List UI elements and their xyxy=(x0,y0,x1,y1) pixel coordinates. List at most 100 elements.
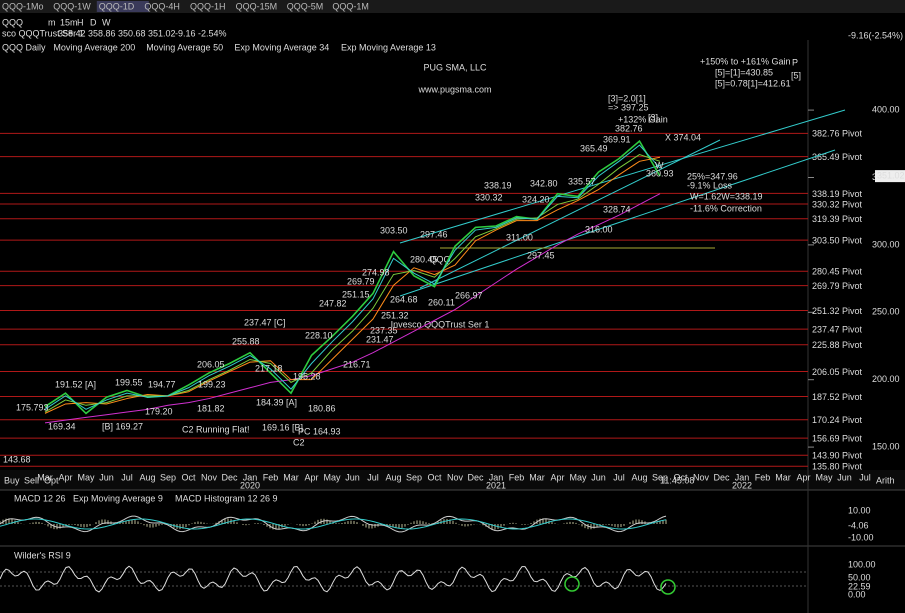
x-tick-label: May xyxy=(815,472,833,482)
annotation: 175.793 xyxy=(16,402,49,412)
annotation: 179.20 xyxy=(145,406,173,416)
x-tick-label: Sep xyxy=(406,472,422,482)
annotation: 311.00 xyxy=(506,232,533,242)
clock: 11:45:08 xyxy=(660,475,694,485)
indicator-axis: 100.00 xyxy=(848,559,876,569)
pivot-label: 237.47 Pivot xyxy=(812,325,863,335)
pivot-label: 303.50 Pivot xyxy=(812,236,863,246)
annotation: 199.55 xyxy=(115,377,143,387)
tab[interactable]: QQQ-1Mo xyxy=(2,1,44,11)
annotation: 335.57 xyxy=(568,176,596,186)
annotation: 143.68 xyxy=(3,454,31,464)
annotation: [5]=0.78[1]=412.61 xyxy=(715,78,791,88)
x-tick-label: Jul xyxy=(859,472,871,482)
annotation: [5] xyxy=(791,70,801,80)
quote-name: sco QQQTrust Ser 1 xyxy=(2,28,84,38)
pivot-label: 365.49 Pivot xyxy=(812,152,863,162)
annotation: 269.79 xyxy=(347,276,375,286)
tab-bg xyxy=(96,1,149,12)
x-tick-label: Jun xyxy=(345,472,360,482)
macd-signal xyxy=(0,518,667,530)
tab[interactable]: QQQ-4H xyxy=(144,1,180,11)
pivot-label: 280.45 Pivot xyxy=(812,267,863,277)
annotation: 338.19 xyxy=(484,180,512,190)
x-tick-label: Apr xyxy=(550,472,564,482)
pivot-label: 225.88 Pivot xyxy=(812,340,863,350)
toolbar-item[interactable]: D xyxy=(90,17,97,27)
series-line xyxy=(44,156,661,414)
price-tag-label: 351.02 xyxy=(877,170,905,180)
x-tick-label: Feb xyxy=(755,472,771,482)
annotation: P xyxy=(792,57,798,67)
annotation: +150% to +161% Gain xyxy=(700,56,791,66)
annotation: 303.50 xyxy=(380,225,408,235)
annotation: => 397.25 xyxy=(608,102,649,112)
x-tick-label: Jun xyxy=(99,472,114,482)
toolbar-item[interactable]: H xyxy=(77,17,84,27)
tab[interactable]: QQQ-1H xyxy=(190,1,226,11)
annotation: 342.80 xyxy=(530,178,558,188)
tab-bar xyxy=(0,0,905,13)
channel xyxy=(399,149,836,297)
toolbar-item[interactable]: 15m xyxy=(60,17,78,27)
annotation: 191.52 [A] xyxy=(55,379,96,389)
chart-title: PUG SMA, LLC xyxy=(423,62,487,72)
indicator-axis: 10.00 xyxy=(848,505,871,515)
annotation: 266.97 xyxy=(455,290,483,300)
x-tick-label: Jun xyxy=(591,472,606,482)
pivot-label: 319.39 Pivot xyxy=(812,214,863,224)
y-tick-label: 250.00 xyxy=(872,307,900,317)
quote-change: -9.16 xyxy=(175,28,196,38)
x-tick-label: Aug xyxy=(631,472,647,482)
chart-subtitle: www.pugsma.com xyxy=(417,84,491,94)
channel xyxy=(419,139,721,289)
toolbar-item[interactable]: W xyxy=(102,17,111,27)
legend-entry: QQQ Daily xyxy=(2,42,46,52)
order-button[interactable]: Buy xyxy=(4,475,20,485)
tab[interactable]: QQQ-15M xyxy=(236,1,278,11)
toolbar-item[interactable]: QQQ xyxy=(2,17,23,27)
toolbar-item[interactable]: m xyxy=(48,17,56,27)
y-tick-label: 400.00 xyxy=(872,104,900,114)
y-tick-label: 200.00 xyxy=(872,374,900,384)
tab[interactable]: QQQ-1M xyxy=(332,1,369,11)
tab[interactable]: QQQ-1D xyxy=(99,1,135,11)
pivot-label: 206.05 Pivot xyxy=(812,367,863,377)
macd-line xyxy=(0,515,667,533)
annotation: 184.39 [A] xyxy=(256,397,297,407)
x-tick-label: Dec xyxy=(467,472,484,482)
x-tick-label: May xyxy=(77,472,95,482)
x-tick-label: Nov xyxy=(693,472,710,482)
channel xyxy=(399,109,846,244)
x-tick-label: Jan xyxy=(489,472,504,482)
tab[interactable]: QQQ-1W xyxy=(53,1,91,11)
annotation: 231.47 xyxy=(366,334,394,344)
tab[interactable]: QQQ-5M xyxy=(287,1,324,11)
quote-low: 350.68 xyxy=(118,28,146,38)
annotation: 260.11 xyxy=(428,297,455,307)
x-tick-label: Apr xyxy=(304,472,318,482)
order-button[interactable]: Opt xyxy=(44,475,59,485)
annotation: 217.18 xyxy=(255,363,283,373)
annotation: 251.32 xyxy=(381,310,409,320)
annotation: W xyxy=(655,160,664,170)
scale-mode[interactable]: Arith xyxy=(876,475,895,485)
annotation: C2 xyxy=(293,437,305,447)
annotation: [B] 169.27 xyxy=(102,421,143,431)
indicator-label: Wilder's RSI 9 xyxy=(14,550,71,560)
year-label: 2021 xyxy=(486,480,506,490)
annotation: +132% Gain xyxy=(618,114,668,124)
annotation: [5]=[1]=430.85 xyxy=(715,67,773,77)
quote-high: 358.86 xyxy=(88,28,116,38)
annotation: 199.23 xyxy=(198,379,226,389)
annotation: 228.10 xyxy=(305,330,333,340)
header xyxy=(0,13,905,43)
y-tick-label: 300.00 xyxy=(872,239,900,249)
x-tick-label: Dec xyxy=(221,472,238,482)
rsi-line xyxy=(0,565,667,593)
annotation: 255.88 xyxy=(232,336,260,346)
order-button[interactable]: Sell xyxy=(24,475,39,485)
x-tick-label: Mar xyxy=(775,472,791,482)
annotation: 216.71 xyxy=(343,359,371,369)
pivot-label: 330.32 Pivot xyxy=(812,199,863,209)
